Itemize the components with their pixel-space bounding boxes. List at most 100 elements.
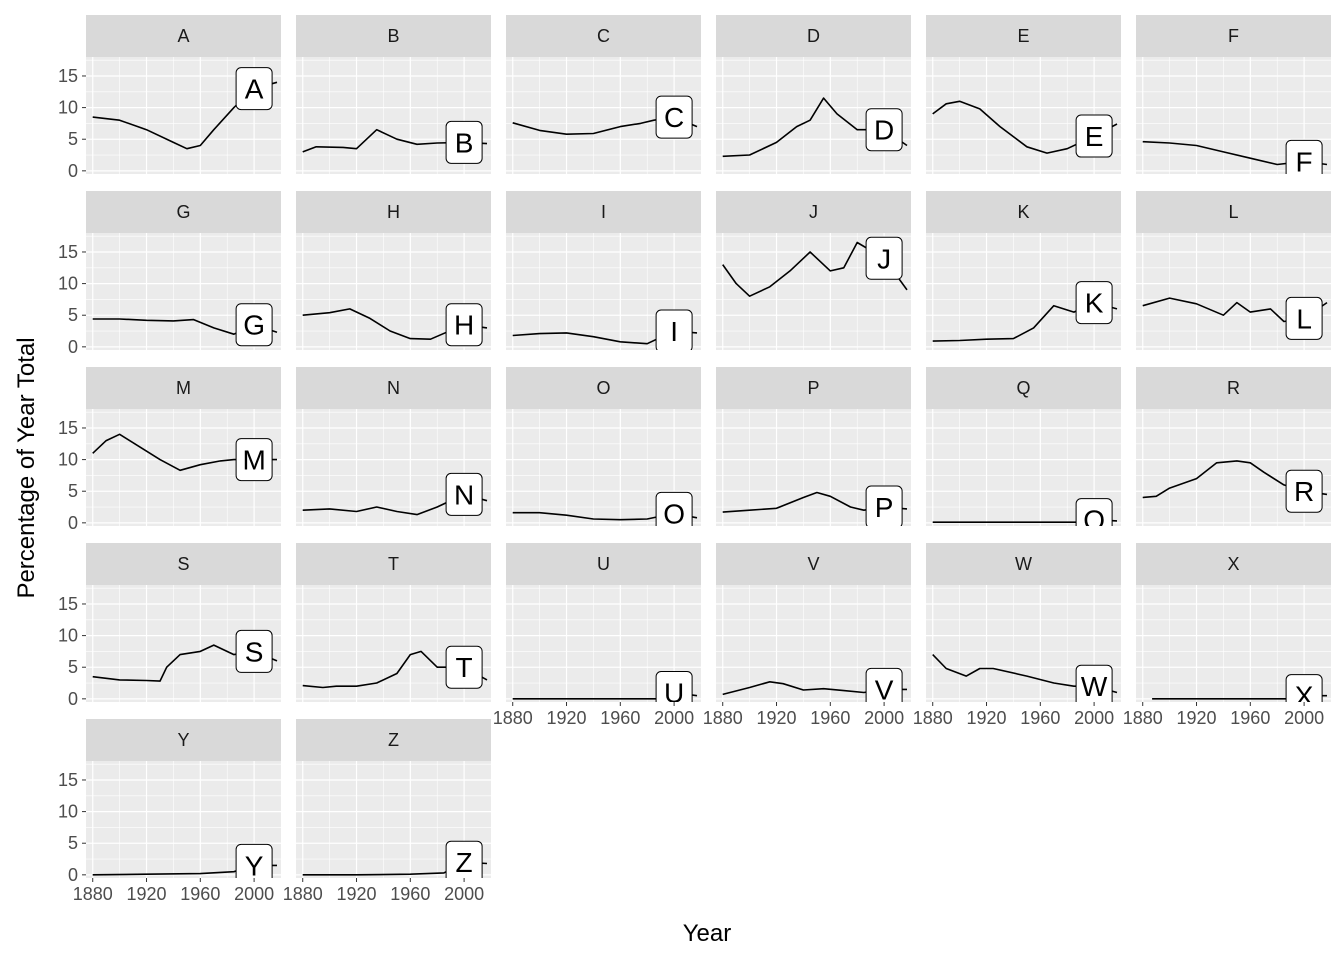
facet-Q: QQ	[926, 367, 1121, 536]
strip-background	[926, 191, 1121, 233]
label-text: X	[1295, 681, 1314, 712]
strip-background	[86, 367, 281, 409]
label-box	[1285, 469, 1323, 513]
strip-label: K	[1017, 202, 1029, 222]
series-label: J	[865, 236, 903, 280]
series-label: B	[445, 120, 483, 164]
y-tick-label: 0	[68, 513, 78, 533]
strip-background	[506, 191, 701, 233]
x-tick-label: 1880	[913, 708, 953, 728]
facet-X: X X 1880 1920 1960 2000	[1123, 543, 1331, 728]
facet-B: BB	[296, 15, 491, 174]
facet-W: W W 1880 1920 1960 2000	[913, 543, 1121, 728]
facet-H: HH	[296, 191, 491, 350]
y-tick-label: 15	[58, 418, 78, 438]
x-tick-label: 2000	[1074, 708, 1114, 728]
series-label: P	[865, 485, 903, 526]
y-tick-label: 5	[68, 657, 78, 677]
strip-background	[1136, 367, 1331, 409]
strip-background	[86, 191, 281, 233]
strip-background	[716, 543, 911, 585]
y-tick-label: 10	[58, 626, 78, 646]
strip-label: F	[1228, 26, 1239, 46]
strip-background	[1136, 543, 1331, 585]
strip-label: O	[596, 378, 610, 398]
strip-label: V	[807, 554, 819, 574]
series-label: U	[655, 671, 693, 702]
label-text: L	[1296, 303, 1312, 334]
y-tick-label: 0	[68, 689, 78, 709]
strip-label: Y	[177, 730, 189, 750]
x-tick-label: 1960	[1230, 708, 1270, 728]
strip-label: D	[807, 26, 820, 46]
y-tick-label: 15	[58, 66, 78, 86]
x-tick-label: 1880	[73, 884, 113, 904]
x-tick-label: 1880	[493, 708, 533, 728]
series-label: W	[1075, 664, 1113, 702]
facet-J: JJ	[716, 191, 911, 350]
label-text: S	[245, 636, 264, 667]
label-text: J	[877, 243, 891, 274]
y-tick-label: 10	[58, 802, 78, 822]
strip-label: I	[601, 202, 606, 222]
facet-C: CC	[506, 15, 701, 174]
label-text: W	[1081, 671, 1108, 702]
strip-label: C	[597, 26, 610, 46]
label-box	[235, 843, 273, 878]
label-box	[1075, 114, 1113, 158]
strip-background	[296, 367, 491, 409]
label-box	[1285, 674, 1323, 702]
y-tick-label: 5	[68, 305, 78, 325]
series-label: C	[655, 95, 693, 139]
y-tick-label: 15	[58, 242, 78, 262]
strip-background	[506, 367, 701, 409]
label-text: M	[242, 445, 265, 476]
label-text: K	[1085, 288, 1104, 319]
strip-background	[86, 15, 281, 57]
strip-label: L	[1228, 202, 1238, 222]
facet-E: EE	[926, 15, 1121, 174]
facet-G: G G 0 5 10 15	[58, 191, 281, 357]
series-label: Z	[445, 840, 483, 878]
facet-F: FF	[1136, 15, 1331, 174]
y-tick-label: 15	[58, 770, 78, 790]
x-tick-label: 1960	[600, 708, 640, 728]
series-label: D	[865, 108, 903, 152]
strip-background	[506, 543, 701, 585]
strip-label: N	[387, 378, 400, 398]
x-tick-label: 2000	[654, 708, 694, 728]
series-label: A	[235, 67, 273, 111]
series-label: Y	[235, 843, 273, 878]
series-label: F	[1285, 139, 1323, 174]
label-box	[1285, 296, 1323, 340]
series-label: G	[235, 303, 273, 347]
strip-background	[1136, 15, 1331, 57]
facet-M: M M 0 5 10 15	[58, 367, 281, 533]
label-text: Z	[456, 847, 473, 878]
facet-I: II	[506, 191, 701, 350]
series-label: N	[445, 472, 483, 516]
strip-background	[86, 543, 281, 585]
label-text: N	[454, 479, 474, 510]
y-tick-label: 5	[68, 833, 78, 853]
series-label: E	[1075, 114, 1113, 158]
strip-label: Q	[1016, 378, 1030, 398]
x-tick-label: 2000	[864, 708, 904, 728]
x-tick-label: 1960	[1020, 708, 1060, 728]
facet-K: KK	[926, 191, 1121, 350]
facet-U: U U 1880 1920 1960 2000	[493, 543, 701, 728]
facet-N: NN	[296, 367, 491, 526]
x-tick-label: 1920	[336, 884, 376, 904]
strip-background	[926, 15, 1121, 57]
label-text: Q	[1083, 505, 1105, 536]
strip-background	[296, 191, 491, 233]
strip-label: P	[807, 378, 819, 398]
facet-P: PP	[716, 367, 911, 526]
strip-background	[296, 15, 491, 57]
label-box	[445, 472, 483, 516]
x-tick-label: 1920	[546, 708, 586, 728]
facet-Y: Y Y 0 5 10 15 1880 1920 1960 2000	[58, 719, 281, 904]
label-text: G	[243, 310, 265, 341]
label-text: A	[245, 74, 264, 105]
